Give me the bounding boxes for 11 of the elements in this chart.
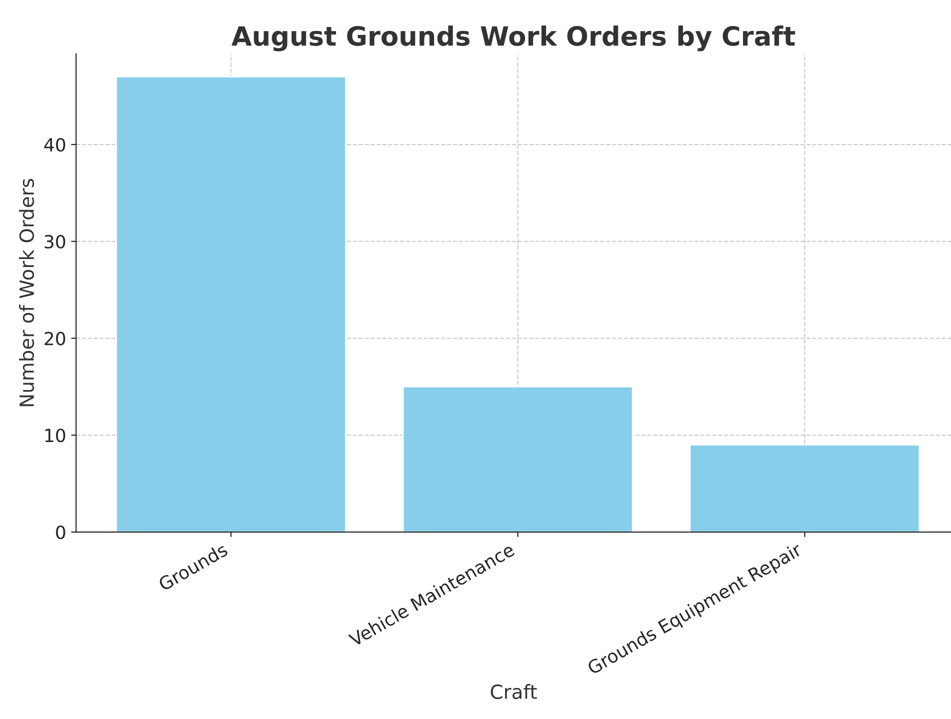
y-axis-title: Number of Work Orders (19, 178, 34, 406)
x-axis-title: Craft (490, 684, 537, 700)
y-tick-label: 0 (56, 526, 66, 540)
y-tick-label: 40 (44, 138, 66, 152)
bar (689, 444, 920, 532)
y-tick-label: 30 (44, 234, 66, 249)
y-tick-label: 20 (44, 332, 66, 346)
bar (402, 386, 634, 532)
bar (116, 76, 346, 532)
chart-title: August Grounds Work Orders by Craft (232, 26, 796, 52)
y-tick-label: 10 (45, 428, 66, 442)
